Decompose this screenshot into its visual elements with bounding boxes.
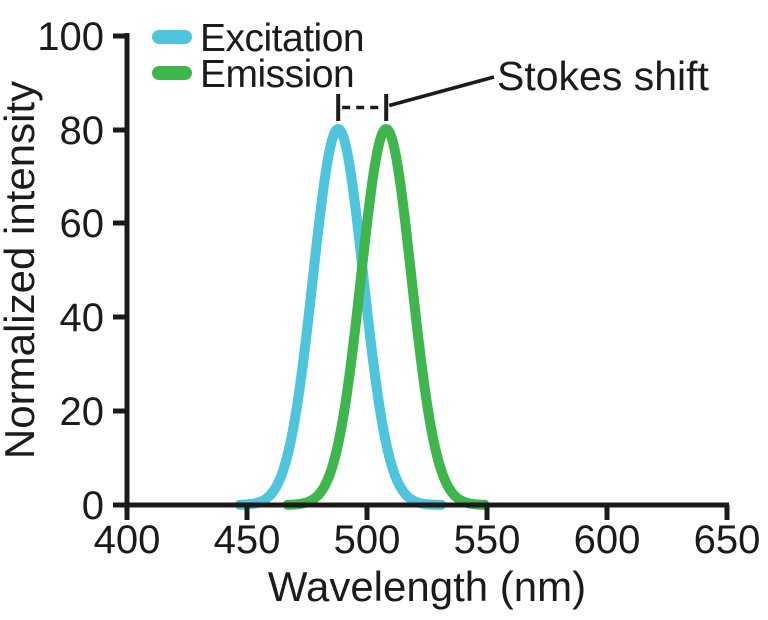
y-tick-label: 100: [37, 15, 104, 59]
x-axis-title: Wavelength (nm): [268, 563, 586, 610]
emission-legend-label: Emission: [200, 53, 354, 96]
x-tick-label: 600: [574, 518, 641, 562]
y-tick-label: 40: [60, 296, 105, 340]
x-tick-label: 650: [694, 518, 761, 562]
y-tick-labels: 0 20 40 60 80 100: [37, 15, 104, 528]
axes: [113, 33, 730, 520]
x-tick-labels: 400 450 500 550 600 650: [94, 518, 761, 562]
y-tick-label: 20: [60, 390, 105, 434]
series-curves: [234, 124, 490, 510]
y-axis-ticks: [113, 33, 127, 508]
excitation-curve: [234, 124, 447, 510]
y-tick-label: 60: [60, 202, 105, 246]
emission-curve: [282, 124, 490, 510]
y-tick-label: 0: [82, 484, 104, 528]
emission-legend-swatch: [152, 66, 192, 80]
legend: Excitation Emission: [152, 17, 365, 96]
x-tick-label: 450: [214, 518, 281, 562]
excitation-legend-swatch: [152, 30, 192, 44]
x-tick-label: 400: [94, 518, 161, 562]
stokes-shift-label: Stokes shift: [497, 53, 710, 99]
x-tick-label: 550: [454, 518, 521, 562]
y-axis-title: Normalized intensity: [0, 81, 43, 459]
x-tick-label: 500: [334, 518, 401, 562]
stokes-shift-annotation: [336, 75, 495, 121]
y-tick-label: 80: [60, 109, 105, 153]
excitation-legend-label: Excitation: [200, 17, 364, 60]
annotation-leader-line: [388, 75, 495, 108]
